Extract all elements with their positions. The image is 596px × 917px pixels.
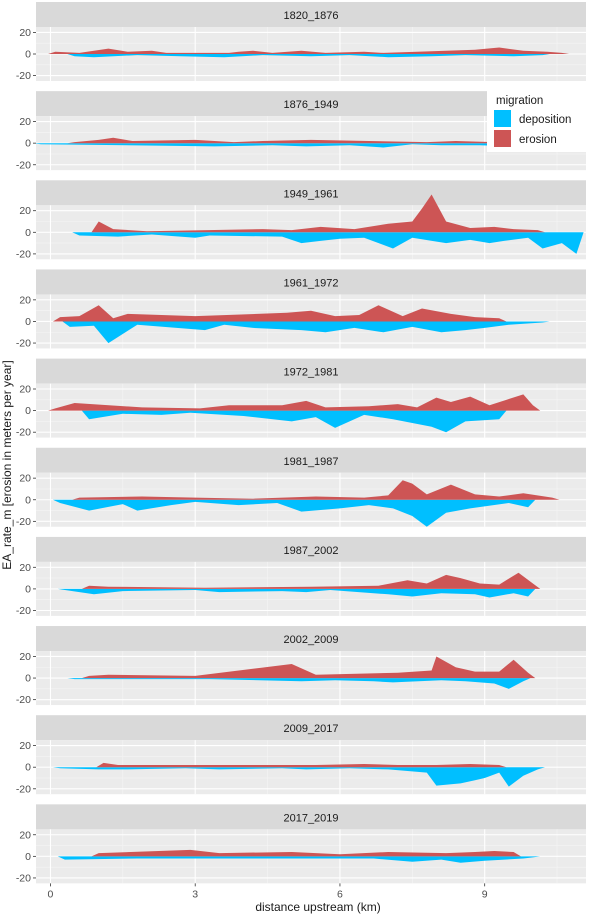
y-axis-title: EA_rate_m [erosion in meters per year]	[0, 360, 14, 569]
y-tick-label: 20	[19, 740, 31, 752]
y-tick-label: 0	[25, 851, 31, 863]
erosion-area	[91, 849, 521, 857]
legend: migration deposition erosion	[487, 86, 590, 152]
facet-strip	[36, 626, 586, 652]
y-tick-label: 20	[19, 562, 31, 574]
facet-panel: 1972_1981 20 0 -20	[16, 358, 586, 439]
y-tick-label: -20	[16, 248, 31, 260]
x-tick-label: 0	[48, 888, 54, 900]
facet-strip	[36, 358, 586, 384]
facet-panels: 1820_1876 20 0 -20 1876_1949 20 0 -20 1949_1961 2…	[16, 2, 586, 884]
facet-panel: 2002_2009 20 0 -20	[16, 626, 586, 706]
erosion-area	[52, 305, 507, 322]
facet-panel: 2009_2017 20 0 -20	[16, 715, 586, 795]
facet-strip-label: 1961_1972	[283, 277, 338, 289]
x-tick-label: 6	[337, 888, 343, 900]
erosion-area	[72, 480, 560, 500]
y-tick-label: 0	[25, 405, 31, 417]
y-tick-label: -20	[16, 70, 31, 82]
facet-strip-label: 1972_1981	[283, 367, 338, 379]
y-tick-label: 20	[19, 27, 31, 39]
facet-strip-label: 1981_1987	[283, 456, 338, 468]
y-tick-label: -20	[16, 605, 31, 617]
y-tick-label: 20	[19, 829, 31, 841]
erosion-area	[67, 137, 565, 144]
y-tick-label: 20	[19, 294, 31, 306]
y-tick-label: 20	[19, 651, 31, 663]
facet-strip-label: 2002_2009	[283, 634, 338, 646]
facet-strip-label: 1987_2002	[283, 545, 338, 557]
legend-label-deposition: deposition	[519, 114, 571, 126]
facet-strip	[36, 804, 586, 830]
y-tick-label: -20	[16, 338, 31, 350]
x-axis: 0 3 6 9	[48, 883, 488, 900]
y-tick-label: 20	[19, 384, 31, 396]
y-tick-label: -20	[16, 872, 31, 884]
deposition-area	[72, 232, 584, 254]
y-tick-label: 0	[25, 673, 31, 685]
y-tick-label: -20	[16, 427, 31, 439]
facet-strip	[36, 269, 586, 295]
facet-strip-label: 1876_1949	[283, 99, 338, 111]
facet-panel: 2017_2019 20 0 -20	[16, 804, 586, 884]
erosion-area	[48, 47, 570, 54]
deposition-area	[52, 767, 546, 787]
x-axis-title: distance upstream (km)	[255, 900, 380, 914]
facet-strip-label: 2017_2019	[283, 812, 338, 824]
x-tick-label: 3	[192, 888, 198, 900]
deposition-area	[52, 499, 536, 527]
legend-label-erosion: erosion	[519, 134, 557, 146]
deposition-area	[81, 410, 507, 433]
facet-strip	[36, 715, 586, 741]
y-tick-label: 0	[25, 316, 31, 328]
erosion-area	[96, 762, 507, 768]
facet-strip	[36, 180, 586, 206]
deposition-area	[57, 588, 536, 598]
y-tick-label: 20	[19, 116, 31, 128]
facet-strip-label: 1820_1876	[283, 10, 338, 22]
y-tick-label: -20	[16, 694, 31, 706]
y-tick-label: 0	[25, 583, 31, 595]
legend-swatch-deposition	[494, 110, 511, 127]
facet-panel: 1981_1987 20 0 -20	[16, 447, 586, 528]
deposition-area	[62, 321, 550, 344]
y-tick-label: 0	[25, 138, 31, 150]
facet-strip	[36, 2, 586, 27]
erosion-area	[81, 656, 536, 679]
facet-strip	[36, 536, 586, 562]
facet-strip-label: 1949_1961	[283, 188, 338, 200]
legend-title: migration	[496, 95, 543, 107]
y-tick-label: 20	[19, 205, 31, 217]
y-tick-label: 0	[25, 227, 31, 239]
facet-panel: 1820_1876 20 0 -20	[16, 2, 586, 82]
facet-panel: 1961_1972 20 0 -20	[16, 269, 586, 350]
y-tick-label: -20	[16, 159, 31, 171]
erosion-area	[91, 194, 545, 233]
deposition-area	[67, 678, 531, 689]
y-tick-label: -20	[16, 783, 31, 795]
y-tick-label: 0	[25, 494, 31, 506]
deposition-area	[57, 856, 541, 863]
erosion-area	[81, 572, 541, 589]
deposition-area	[33, 143, 565, 149]
erosion-area	[48, 394, 541, 411]
y-tick-label: -20	[16, 516, 31, 528]
facet-strip	[36, 447, 586, 473]
x-tick-label: 9	[482, 888, 488, 900]
deposition-area	[67, 54, 550, 58]
facet-panel: 1987_2002 20 0 -20	[16, 536, 586, 617]
y-tick-label: 0	[25, 762, 31, 774]
facet-panel: 1949_1961 20 0 -20	[16, 180, 586, 260]
y-tick-label: 0	[25, 49, 31, 61]
y-tick-label: 20	[19, 473, 31, 485]
facet-strip-label: 2009_2017	[283, 723, 338, 735]
legend-swatch-erosion	[494, 130, 511, 147]
